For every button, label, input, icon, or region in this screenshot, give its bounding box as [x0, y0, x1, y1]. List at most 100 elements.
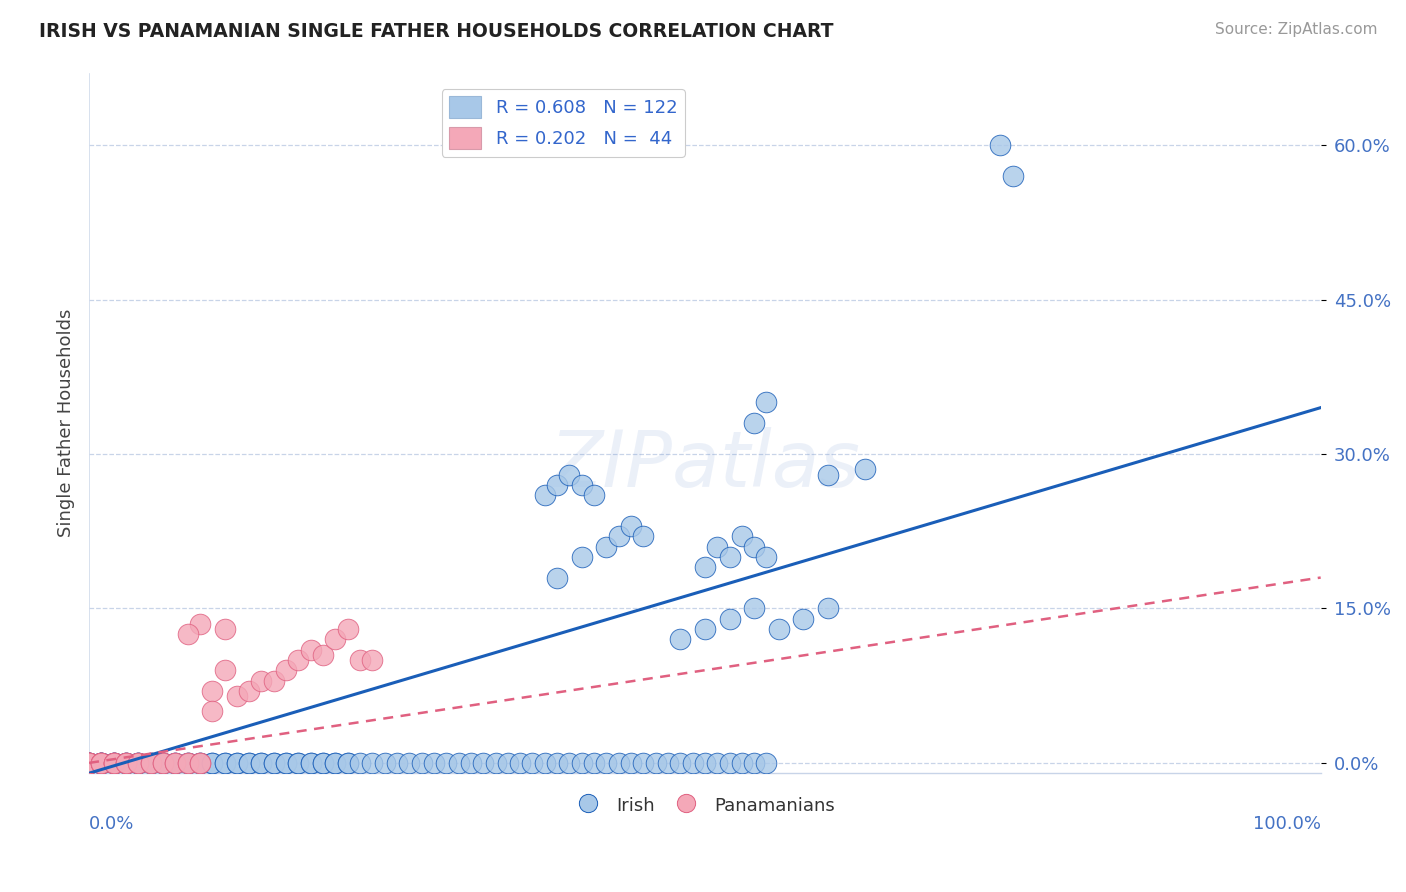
Point [633, 529, 655, 543]
Point [447, 756, 470, 770]
Point [176, 756, 198, 770]
Point [201, 683, 224, 698]
Point [152, 756, 174, 770]
Text: 100.0%: 100.0% [1253, 815, 1320, 833]
Point [349, 653, 371, 667]
Point [152, 756, 174, 770]
Point [77, 756, 100, 770]
Point [263, 756, 285, 770]
Point [188, 756, 211, 770]
Point [496, 756, 519, 770]
Point [77, 756, 100, 770]
Point [103, 756, 125, 770]
Point [103, 756, 125, 770]
Point [287, 756, 309, 770]
Point [127, 756, 149, 770]
Point [755, 756, 778, 770]
Point [238, 683, 260, 698]
Point [115, 756, 138, 770]
Point [176, 756, 198, 770]
Point [165, 756, 187, 770]
Point [90, 756, 112, 770]
Point [250, 756, 273, 770]
Point [188, 756, 211, 770]
Point [546, 570, 568, 584]
Point [361, 756, 384, 770]
Point [115, 756, 138, 770]
Point [152, 756, 174, 770]
Point [398, 756, 420, 770]
Point [434, 756, 457, 770]
Point [176, 627, 198, 641]
Point [484, 756, 506, 770]
Point [188, 756, 211, 770]
Point [312, 756, 335, 770]
Point [620, 756, 643, 770]
Point [276, 756, 298, 770]
Text: ZIPatlas: ZIPatlas [550, 427, 860, 503]
Y-axis label: Single Father Households: Single Father Households [58, 309, 75, 537]
Point [669, 632, 692, 647]
Point [312, 756, 335, 770]
Point [755, 549, 778, 564]
Point [250, 673, 273, 688]
Text: 0.0%: 0.0% [89, 815, 135, 833]
Point [103, 756, 125, 770]
Point [718, 756, 741, 770]
Point [853, 462, 876, 476]
Point [263, 756, 285, 770]
Point [77, 756, 100, 770]
Point [90, 756, 112, 770]
Point [693, 756, 716, 770]
Point [90, 756, 112, 770]
Point [558, 756, 581, 770]
Point [90, 756, 112, 770]
Point [188, 616, 211, 631]
Point [336, 622, 359, 636]
Point [77, 756, 100, 770]
Point [546, 756, 568, 770]
Point [276, 756, 298, 770]
Point [127, 756, 149, 770]
Point [103, 756, 125, 770]
Point [139, 756, 162, 770]
Point [706, 540, 728, 554]
Point [127, 756, 149, 770]
Point [225, 756, 247, 770]
Point [607, 756, 630, 770]
Point [755, 395, 778, 409]
Point [77, 756, 100, 770]
Point [299, 756, 322, 770]
Point [509, 756, 531, 770]
Point [657, 756, 679, 770]
Point [325, 756, 347, 770]
Point [571, 478, 593, 492]
Point [103, 756, 125, 770]
Point [742, 416, 765, 430]
Point [77, 756, 100, 770]
Point [139, 756, 162, 770]
Point [214, 663, 236, 677]
Point [90, 756, 112, 770]
Point [582, 488, 605, 502]
Text: Source: ZipAtlas.com: Source: ZipAtlas.com [1215, 22, 1378, 37]
Point [731, 756, 754, 770]
Point [139, 756, 162, 770]
Point [165, 756, 187, 770]
Point [669, 756, 692, 770]
Point [77, 756, 100, 770]
Point [644, 756, 666, 770]
Point [1001, 169, 1024, 183]
Point [238, 756, 260, 770]
Point [768, 622, 790, 636]
Point [558, 467, 581, 482]
Point [152, 756, 174, 770]
Point [742, 601, 765, 615]
Point [336, 756, 359, 770]
Point [595, 756, 617, 770]
Point [188, 756, 211, 770]
Point [115, 756, 138, 770]
Point [682, 756, 704, 770]
Point [385, 756, 408, 770]
Point [299, 642, 322, 657]
